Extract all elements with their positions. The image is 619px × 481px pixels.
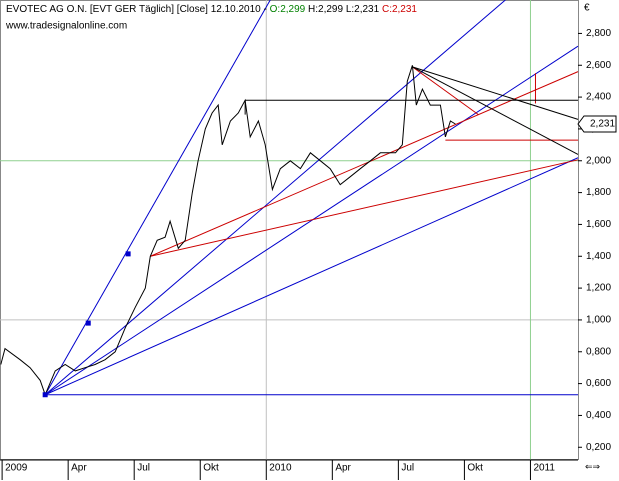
trend-line [44,0,506,396]
x-tick-label: Jul [401,463,414,474]
currency: € [584,3,590,14]
y-tick-label: 0,400 [586,410,611,421]
x-tick-label: Apr [71,463,87,474]
y-tick-label: 2,600 [586,60,611,71]
trend-line [412,66,579,120]
y-tick-label: 2,000 [586,155,611,166]
subtitle: www.tradesignalonline.com [5,21,127,32]
x-tick-label: Apr [335,463,351,474]
y-tick-label: 1,800 [586,187,611,198]
trend-line [412,66,479,116]
y-tick-label: 2,800 [586,28,611,39]
trend-line [150,71,579,257]
price-line [0,65,456,397]
trend-line [44,45,579,396]
chart-title: EVOTEC AG O.N. [EVT GER Täglich] [Close]… [6,4,417,15]
y-tick-label: 1,000 [586,315,611,326]
high-low: H:2,299 L:2,231 [308,4,380,15]
anchor-point [42,392,48,398]
plot-area [0,0,579,460]
x-tick-label: Okt [203,463,219,474]
open: O:2,299 [270,4,306,15]
anchor-point [125,251,131,257]
anchor-point [85,320,91,326]
trend-line [44,0,271,395]
last-value-label: 2,231 [590,119,615,130]
y-tick-label: 1,600 [586,219,611,230]
trend-line [412,66,579,155]
close: C:2,231 [382,4,417,15]
title: EVOTEC AG O.N. [EVT GER Täglich] [Close]… [6,4,267,15]
x-tick-label: Jul [137,463,150,474]
y-tick-label: 0,600 [586,378,611,389]
x-tick-label: Okt [467,463,483,474]
x-tick-label: 2011 [533,463,555,474]
trend-line [44,157,579,396]
y-tick-label: 0,200 [586,442,611,453]
trend-line [150,159,579,257]
last-value-box [577,115,617,133]
y-tick-label: 1,200 [586,283,611,294]
scroll-arrows[interactable]: ⇐⇒ [585,461,601,471]
x-tick-label: 2009 [5,463,28,474]
x-tick-label: 2010 [269,463,292,474]
y-tick-label: 1,400 [586,251,611,262]
y-tick-label: 2,400 [586,92,611,103]
y-tick-label: 0,800 [586,346,611,357]
